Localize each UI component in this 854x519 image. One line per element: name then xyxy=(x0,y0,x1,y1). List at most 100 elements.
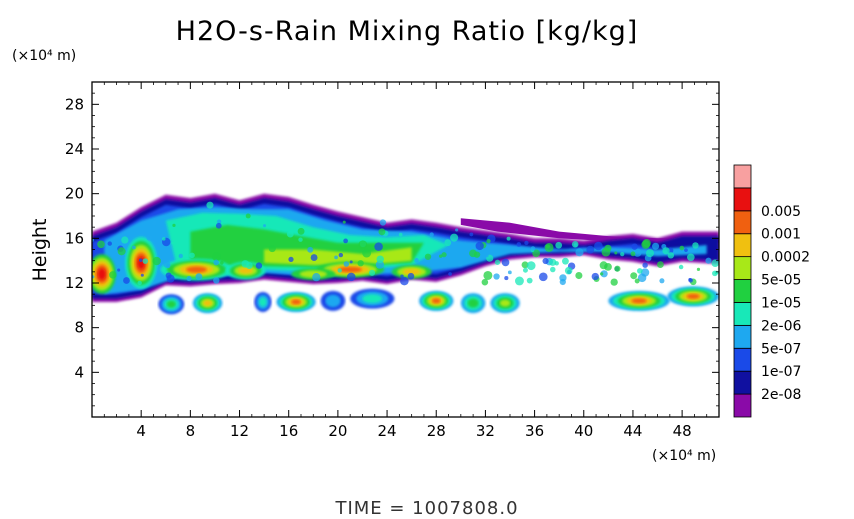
texture-dot xyxy=(599,272,604,276)
texture-dot xyxy=(705,257,712,264)
texture-dot xyxy=(599,261,608,270)
texture-dot xyxy=(692,242,699,249)
texture-dot xyxy=(516,242,522,247)
rain-core xyxy=(238,267,253,274)
texture-dot xyxy=(481,278,489,286)
rain-band xyxy=(291,299,301,305)
rain-core xyxy=(97,268,106,280)
colorbar-label: 0.0002 xyxy=(761,250,810,266)
y-tick-label: 8 xyxy=(74,319,84,337)
texture-dot xyxy=(501,258,510,267)
texture-dot xyxy=(400,276,409,286)
y-tick-label: 28 xyxy=(65,95,84,113)
rain-core xyxy=(402,268,421,275)
texture-dot xyxy=(686,253,695,262)
texture-dot xyxy=(137,280,142,286)
texture-dot xyxy=(263,224,267,228)
texture-dot xyxy=(656,261,664,269)
texture-dot xyxy=(368,269,376,276)
texture-dot xyxy=(526,277,533,284)
texture-dot xyxy=(213,277,220,284)
texture-dot xyxy=(684,248,688,253)
texture-dot xyxy=(398,232,403,237)
texture-dot xyxy=(637,268,643,274)
x-tick-label: 12 xyxy=(230,422,249,440)
time-label: TIME = 1007808.0 xyxy=(334,498,518,519)
texture-dot xyxy=(163,260,171,268)
texture-dot xyxy=(652,242,660,250)
texture-dot xyxy=(586,245,595,254)
texture-dot xyxy=(530,246,536,251)
rain-band xyxy=(166,300,176,308)
texture-dot xyxy=(212,252,222,262)
colorbar-swatch xyxy=(733,210,752,235)
texture-dot xyxy=(307,246,314,253)
colorbar-swatch xyxy=(733,370,752,395)
texture-dot xyxy=(455,228,459,232)
colorbar-swatch xyxy=(733,279,752,303)
texture-dot xyxy=(338,252,344,258)
texture-dot xyxy=(504,276,509,281)
texture-dot xyxy=(378,228,386,236)
texture-dot xyxy=(374,242,383,251)
texture-dot xyxy=(286,230,294,238)
x-tick-label: 32 xyxy=(476,422,495,440)
texture-dot xyxy=(97,240,105,249)
texture-dot xyxy=(532,249,541,258)
chart-title: H2O-s-Rain Mixing Ratio [kg/kg] xyxy=(176,16,639,47)
colorbar-swatch xyxy=(733,233,752,258)
texture-dot xyxy=(679,245,685,251)
texture-dot xyxy=(642,262,648,268)
y-tick-label: 24 xyxy=(65,140,84,158)
texture-dot xyxy=(429,232,434,237)
texture-dot xyxy=(312,273,321,282)
texture-dot xyxy=(575,248,584,257)
texture-dot xyxy=(494,259,501,265)
rain-band xyxy=(325,294,341,308)
texture-dot xyxy=(298,237,303,242)
texture-dot xyxy=(659,278,665,284)
texture-dot xyxy=(594,241,603,251)
texture-dot xyxy=(630,251,636,257)
x-axis-unit: (×10⁴ m) xyxy=(652,448,716,464)
texture-dot xyxy=(550,266,556,273)
texture-dot xyxy=(507,270,512,275)
rain-band xyxy=(362,294,383,304)
y-axis-label: Height xyxy=(29,219,51,282)
texture-dot xyxy=(641,240,651,249)
rain-band xyxy=(499,299,511,307)
texture-dot xyxy=(562,257,569,265)
texture-dot xyxy=(241,260,250,268)
texture-dot xyxy=(485,254,489,258)
texture-dot xyxy=(109,271,117,279)
texture-dot xyxy=(334,255,338,260)
texture-dot xyxy=(146,234,153,241)
x-tick-label: 4 xyxy=(136,422,146,440)
texture-dot xyxy=(117,247,126,256)
y-tick-label: 16 xyxy=(65,229,84,247)
y-axis: 4 8 12 16 20 24 28 xyxy=(65,92,719,407)
texture-dot xyxy=(142,258,149,264)
texture-dot xyxy=(620,252,625,257)
texture-dot xyxy=(506,236,511,241)
texture-dot xyxy=(140,273,144,277)
texture-dot xyxy=(591,272,599,281)
texture-dot xyxy=(575,271,583,280)
x-tick-label: 8 xyxy=(186,422,196,440)
texture-dot xyxy=(346,272,356,282)
texture-dot xyxy=(358,240,368,250)
texture-dot xyxy=(634,278,640,284)
rain-band xyxy=(203,300,212,306)
colorbar-label: 2e-08 xyxy=(761,387,801,403)
texture-dot xyxy=(349,260,353,264)
texture-dot xyxy=(151,220,157,226)
texture-dot xyxy=(189,252,195,259)
texture-dot xyxy=(162,237,166,241)
texture-dot xyxy=(457,260,463,267)
texture-dot xyxy=(448,272,452,276)
texture-dot xyxy=(172,223,176,228)
x-tick-label: 40 xyxy=(574,422,593,440)
rain-band xyxy=(432,298,441,304)
texture-dot xyxy=(215,222,222,229)
texture-dot xyxy=(630,272,638,280)
